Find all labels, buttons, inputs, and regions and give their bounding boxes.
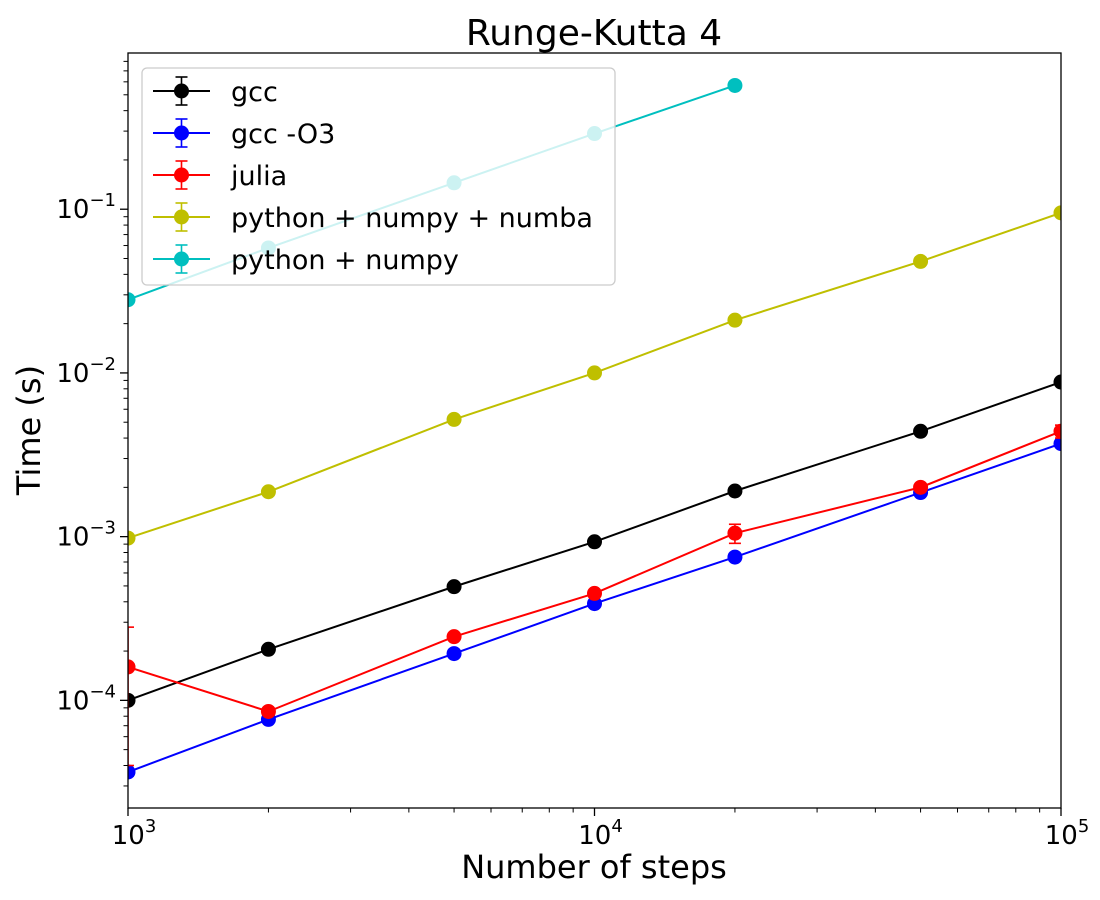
data-point [128,292,136,308]
legend-marker [174,125,189,141]
y-tick-label: 10−2 [56,354,116,389]
legend-marker [174,209,189,225]
data-point [260,641,276,657]
legend-label: python + numpy [231,245,459,276]
data-point [1053,423,1061,439]
y-tick-label: 10−4 [56,681,116,716]
data-point [446,646,462,662]
data-point [1053,374,1061,390]
data-point [727,549,743,565]
data-point [913,253,929,269]
data-point [727,312,743,328]
data-point [128,692,136,708]
x-tick-label: 105 [1045,816,1090,851]
data-point [446,411,462,427]
series-line [128,430,1061,713]
legend-label: python + numpy + numba [231,203,593,234]
y-axis-label: Time (s) [10,365,48,496]
data-point [1053,436,1061,452]
data-point [446,579,462,595]
data-point [128,530,136,546]
data-point [913,423,929,439]
legend-marker [174,251,189,267]
chart-title: Runge-Kutta 4 [466,13,722,54]
data-point [1053,205,1061,221]
y-tick-label: 10−1 [56,190,116,225]
axes: 103 104 105 10−4 10−3 10−2 10−1 [56,60,1090,851]
x-axis-label: Number of steps [461,848,727,886]
data-point [260,484,276,500]
data-point [587,365,602,381]
legend-entry-2: julia [153,160,287,192]
legend-label: gcc [231,77,278,108]
legend-marker [174,167,189,183]
legend-entry-3: python + numpy + numba [153,202,593,234]
data-point [587,534,602,550]
x-tick-label: 104 [578,816,623,851]
series-0 [128,374,1061,708]
y-tick-label: 10−3 [56,518,116,553]
legend-entry-4: python + numpy [153,244,459,276]
x-tick-label: 103 [112,816,157,851]
legend-entry-0: gcc [153,76,278,108]
data-point [913,479,929,495]
data-point [128,764,136,780]
data-point [128,659,136,675]
data-point [727,525,743,541]
legend: gcc gcc -O3 julia python + numpy + numba pyt… [141,67,616,286]
data-point [727,483,743,499]
series-2 [128,423,1061,767]
legend-entry-1: gcc -O3 [153,118,335,150]
data-point [446,629,462,645]
data-point [587,585,602,601]
legend-label: julia [230,161,287,192]
legend-box [141,67,616,286]
legend-label: gcc -O3 [231,119,335,150]
legend-marker [174,83,189,99]
series-3 [128,205,1061,546]
data-point [727,77,743,93]
data-point [260,703,276,719]
